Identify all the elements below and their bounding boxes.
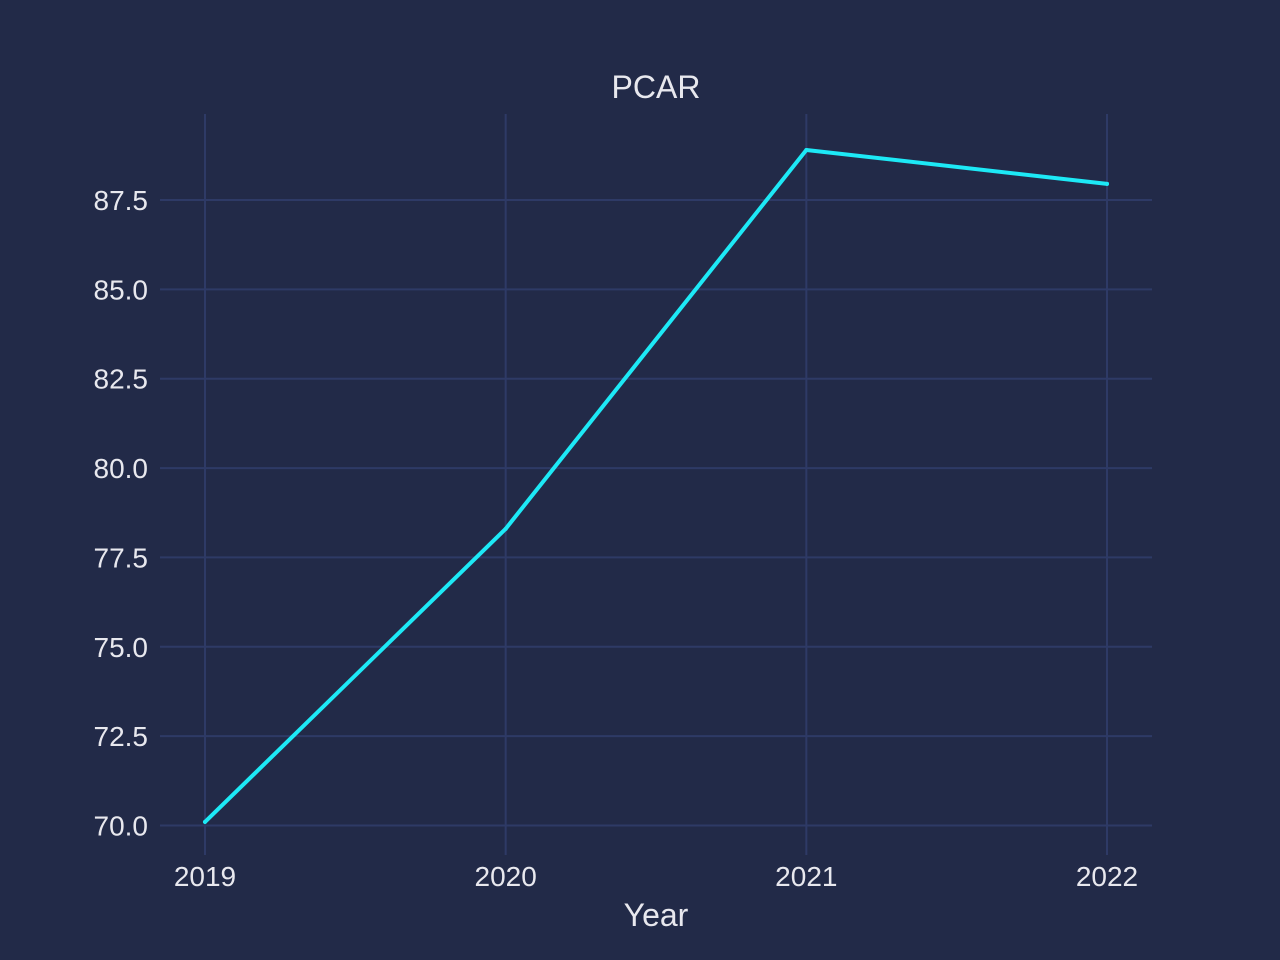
data-point <box>203 819 207 824</box>
y-tick-label: 87.5 <box>94 185 149 216</box>
y-tick-label: 82.5 <box>94 364 149 395</box>
x-tick-label: 2022 <box>1076 861 1138 892</box>
series-line <box>203 147 1109 824</box>
y-tick-label: 80.0 <box>94 453 149 484</box>
y-tick-label: 77.5 <box>94 542 149 573</box>
data-point <box>1105 181 1109 186</box>
data-point <box>503 526 508 531</box>
y-tick-label: 75.0 <box>94 632 149 663</box>
x-tick-label: 2021 <box>775 861 837 892</box>
x-axis-ticks: 2019 2020 2021 2022 <box>174 861 1138 892</box>
y-tick-label: 72.5 <box>94 721 149 752</box>
x-tick-label: 2020 <box>475 861 537 892</box>
chart-title: PCAR <box>612 69 701 105</box>
x-tick-label: 2019 <box>174 861 236 892</box>
grid <box>160 114 1152 855</box>
series-layer <box>203 147 1109 824</box>
y-tick-label: 85.0 <box>94 274 149 305</box>
y-axis-ticks: 70.0 72.5 75.0 77.5 80.0 82.5 85.0 87.5 <box>94 185 149 842</box>
data-point <box>804 147 809 152</box>
y-tick-label: 70.0 <box>94 811 149 842</box>
x-axis-label: Year <box>624 897 689 933</box>
